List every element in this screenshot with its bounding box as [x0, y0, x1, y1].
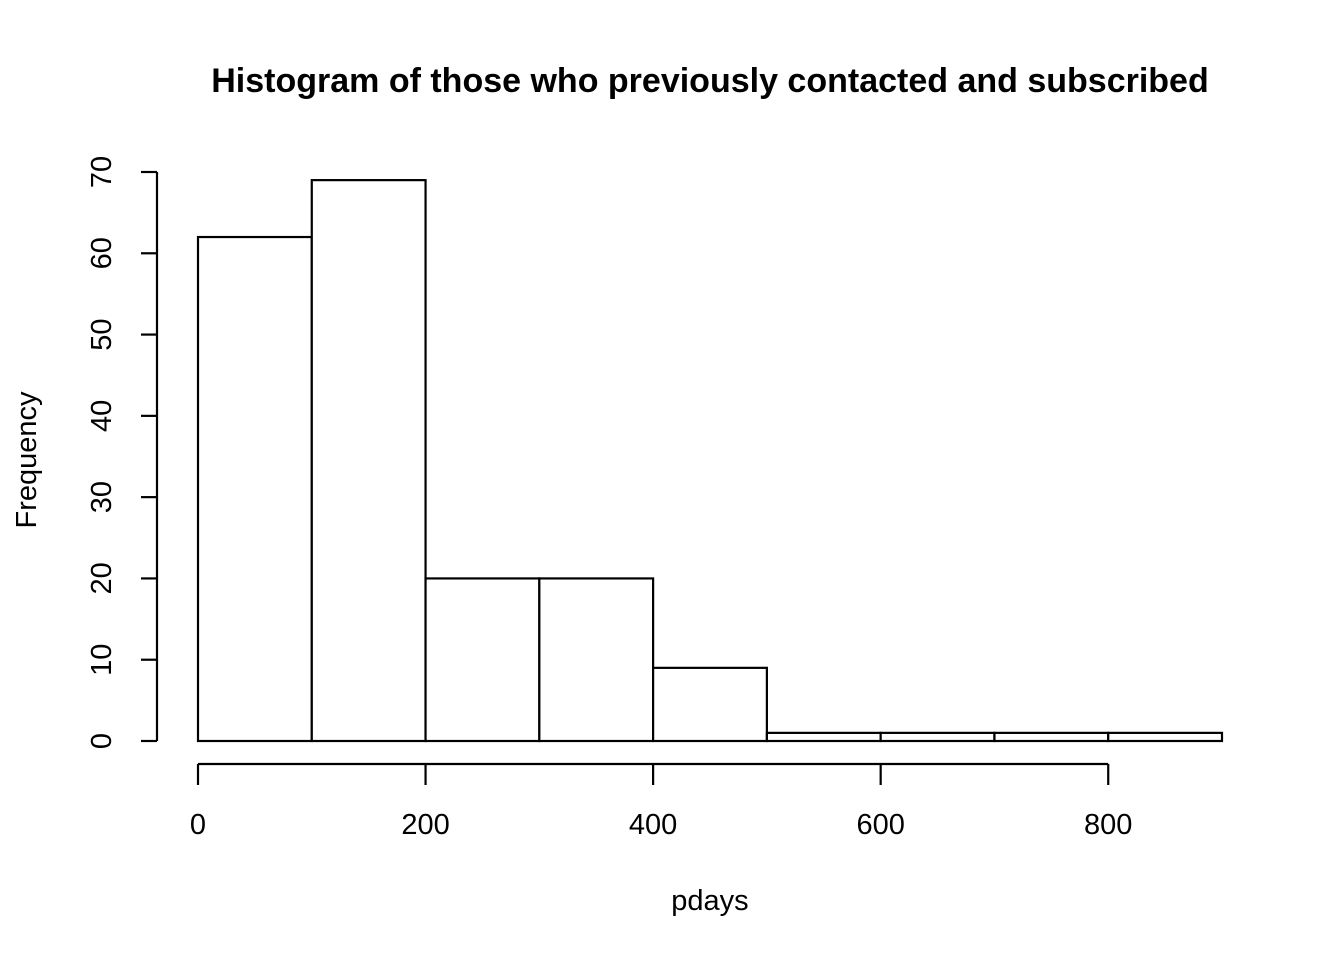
y-tick-label-6: 60 — [86, 237, 118, 269]
x-axis: 0 200 400 600 800 — [190, 762, 1132, 841]
y-axis-label: Frequency — [11, 391, 43, 529]
y-tick-label-0: 0 — [86, 733, 118, 749]
y-tick-label-7: 70 — [86, 156, 118, 188]
histogram-bar-1 — [310, 179, 427, 743]
x-tick-label-2: 400 — [629, 809, 677, 841]
x-tick-label-0: 0 — [190, 809, 206, 841]
histogram-bar-8 — [1107, 731, 1224, 743]
x-tick-label-3: 600 — [856, 809, 904, 841]
histogram-bar-3 — [538, 577, 655, 743]
y-tick-label-5: 50 — [86, 318, 118, 350]
y-axis: 0 10 20 30 40 50 60 70 — [86, 156, 159, 749]
histogram-bar-6 — [879, 731, 996, 743]
x-axis-label: pdays — [671, 885, 748, 917]
bars-group — [196, 179, 1224, 743]
histogram-bar-2 — [424, 577, 541, 743]
y-tick-label-3: 30 — [86, 481, 118, 513]
histogram-bar-0 — [196, 235, 313, 743]
y-tick-label-4: 40 — [86, 400, 118, 432]
histogram-bar-7 — [993, 731, 1110, 743]
histogram-bar-5 — [765, 731, 882, 743]
y-tick-label-1: 10 — [86, 644, 118, 676]
x-tick-label-4: 800 — [1084, 809, 1132, 841]
x-tick-label-1: 200 — [401, 809, 449, 841]
y-tick-label-2: 20 — [86, 562, 118, 594]
chart-title: Histogram of those who previously contac… — [211, 62, 1209, 100]
histogram-bar-4 — [652, 666, 768, 743]
